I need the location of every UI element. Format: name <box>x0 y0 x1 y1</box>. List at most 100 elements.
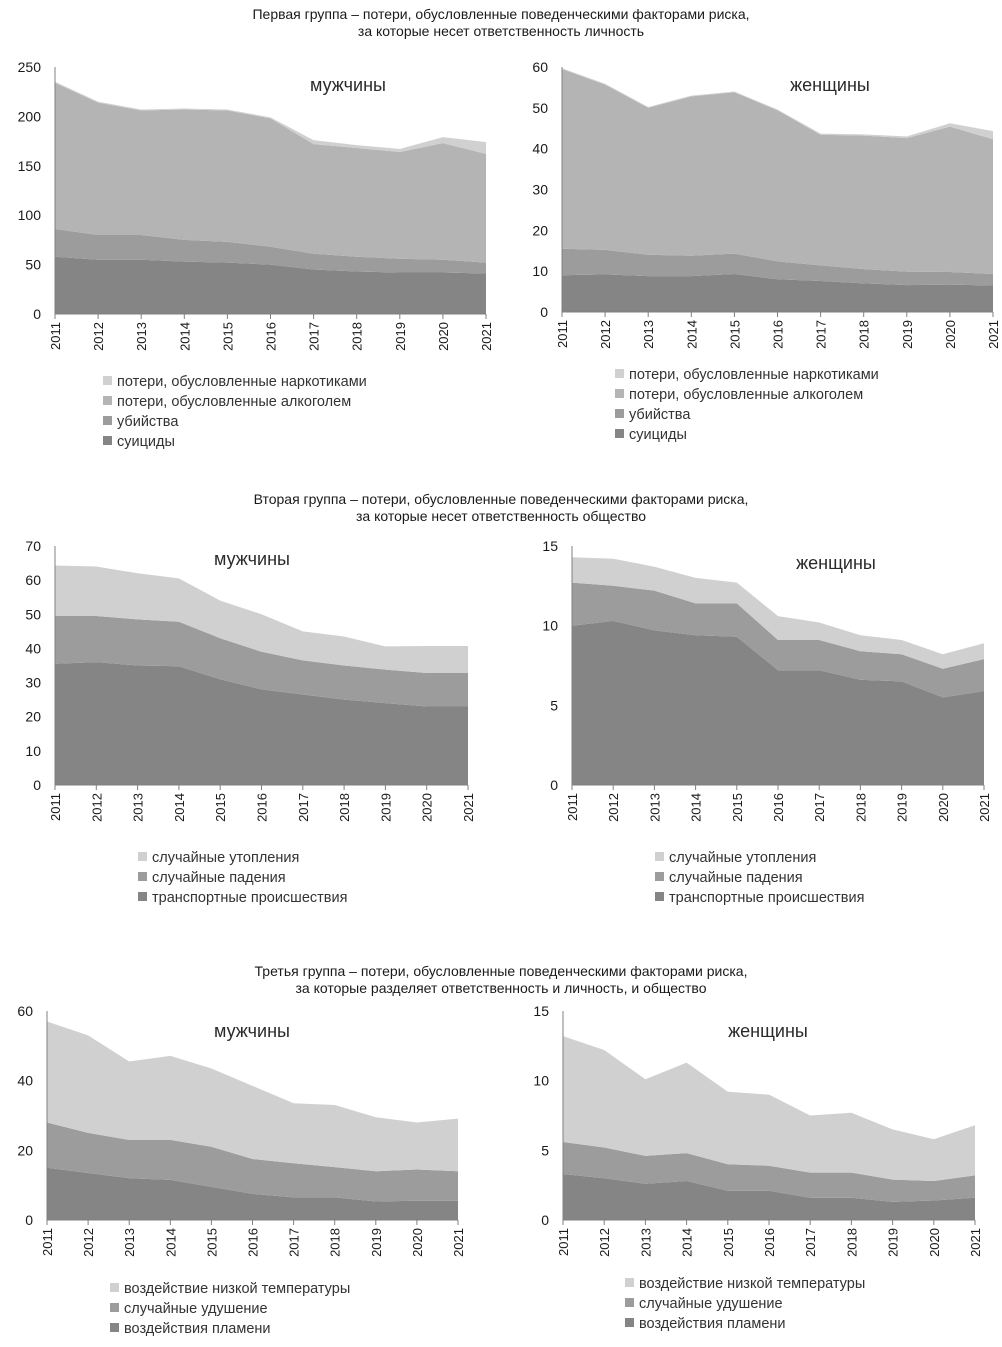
legend: случайные утопления случайные падения тран… <box>655 850 864 906</box>
x-tick-label: 2011 <box>48 322 63 350</box>
legend-swatch-случайные-падения <box>655 872 664 881</box>
chart-6: 0 5 10 15 2011 2012 2013 2014 2015 2016 2017 2018 20… <box>533 1003 983 1332</box>
y-tick-label: 150 <box>18 158 42 174</box>
chart-title: мужчины <box>214 549 290 569</box>
y-tick-label: 20 <box>17 1142 33 1158</box>
y-tick-label: 50 <box>532 100 548 116</box>
x-tick-label: 2018 <box>857 320 872 349</box>
x-tick-label: 2013 <box>641 320 656 349</box>
legend-label-убийства: убийства <box>117 414 179 430</box>
x-tick-label: 2017 <box>814 320 829 349</box>
area-series-потери-обусловленные-алкоголем <box>562 69 993 274</box>
legend-swatch-случайные-удушение <box>110 1303 119 1312</box>
x-tick-label: 2011 <box>48 793 63 821</box>
y-tick-label: 0 <box>540 304 548 320</box>
legend-swatch-воздействие-низкой-температуры <box>625 1278 634 1287</box>
area-series-транспортные-происшествия <box>55 662 468 785</box>
legend-swatch-случайные-падения <box>138 872 147 881</box>
legend-swatch-случайные-удушение <box>625 1298 634 1307</box>
legend-label-случайные-утопления: случайные утопления <box>669 850 816 866</box>
area-series-убийства <box>562 248 993 286</box>
x-tick-label: 2019 <box>886 1228 901 1257</box>
x-tick-label: 2020 <box>936 793 951 822</box>
legend-swatch-воздействия-пламени <box>110 1323 119 1332</box>
x-tick-label: 2014 <box>680 1228 695 1257</box>
legend-swatch-потери-обусловленные-алкоголем <box>103 396 112 405</box>
x-tick-label: 2017 <box>287 1228 302 1257</box>
group-2-title-line-1: Вторая группа – потери, обусловленные по… <box>253 491 749 507</box>
area-series-случайные-удушение <box>47 1122 458 1202</box>
y-tick-label: 10 <box>542 618 558 634</box>
x-tick-label: 2012 <box>597 1228 612 1257</box>
y-tick-label: 30 <box>532 182 548 198</box>
x-tick-label: 2021 <box>461 793 476 822</box>
y-tick-label: 5 <box>541 1142 549 1158</box>
legend-label-случайные-удушение: случайные удушение <box>124 1301 268 1317</box>
legend-label-случайные-утопления: случайные утопления <box>152 850 299 866</box>
legend-swatch-суициды <box>103 436 112 445</box>
legend-label-случайные-падения: случайные падения <box>152 870 286 886</box>
legend-label-суициды: суициды <box>629 427 687 443</box>
x-tick-label: 2012 <box>89 793 104 822</box>
chart-5: 0 20 40 60 2011 2012 2013 2014 2015 2016 2017 2018 2… <box>17 1003 466 1337</box>
chart-title: мужчины <box>310 75 386 95</box>
legend-label-суициды: суициды <box>117 434 175 450</box>
legend-swatch-потери-обусловленные-наркотиками <box>615 369 624 378</box>
x-tick-label: 2011 <box>556 1228 571 1256</box>
y-tick-label: 15 <box>542 538 558 554</box>
x-tick-label: 2019 <box>900 320 915 349</box>
area-series-потери-обусловленные-наркотиками <box>55 81 486 154</box>
y-tick-label: 40 <box>17 1073 33 1089</box>
x-tick-label: 2020 <box>410 1228 425 1257</box>
group-1-title-line-1: Первая группа – потери, обусловленные по… <box>252 6 750 22</box>
group-1-title: Первая группа – потери, обусловленные по… <box>0 6 1002 40</box>
chart-4: 0 5 10 15 2011 2012 2013 2014 2015 2016 2017 2018 20… <box>542 538 992 906</box>
y-tick-label: 50 <box>25 606 41 622</box>
area-series-транспортные-происшествия <box>572 620 984 785</box>
y-tick-label: 70 <box>25 538 41 554</box>
x-tick-label: 2013 <box>638 1228 653 1257</box>
group-3-title: Третья группа – потери, обусловленные по… <box>0 963 1002 997</box>
group-2-title: Вторая группа – потери, обусловленные по… <box>0 491 1002 525</box>
x-tick-label: 2016 <box>762 1228 777 1257</box>
x-tick-label: 2020 <box>927 1228 942 1257</box>
x-tick-label: 2016 <box>246 1228 261 1257</box>
legend-swatch-потери-обусловленные-алкоголем <box>615 389 624 398</box>
x-tick-label: 2012 <box>606 793 621 822</box>
area-series-суициды <box>55 256 486 314</box>
legend-swatch-случайные-утопления <box>138 852 147 861</box>
x-tick-label: 2016 <box>771 320 786 349</box>
area-series-случайные-утопления <box>572 557 984 669</box>
y-tick-label: 200 <box>18 108 42 124</box>
legend-label-транспортные-происшествия: транспортные происшествия <box>669 890 864 906</box>
area-series-случайные-падения <box>55 616 468 707</box>
area-series-случайные-удушение <box>563 1142 975 1202</box>
legend-label-потери-обусловленные-алкоголем: потери, обусловленные алкоголем <box>629 387 863 403</box>
y-tick-label: 10 <box>533 1073 549 1089</box>
legend-swatch-транспортные-происшествия <box>655 892 664 901</box>
legend-swatch-убийства <box>103 416 112 425</box>
group-3-title-line-2: за которые разделяет ответственность и л… <box>295 980 707 996</box>
chart-title: мужчины <box>214 1021 290 1041</box>
y-tick-label: 10 <box>25 743 41 759</box>
legend-swatch-суициды <box>615 429 624 438</box>
legend-swatch-убийства <box>615 409 624 418</box>
y-tick-label: 40 <box>532 141 548 157</box>
y-tick-label: 250 <box>18 59 42 75</box>
x-tick-label: 2016 <box>255 793 270 822</box>
group-1-title-line-2: за которые несет ответственность личност… <box>357 23 645 39</box>
legend-label-воздействия-пламени: воздействия пламени <box>639 1316 786 1332</box>
x-tick-label: 2014 <box>684 320 699 349</box>
x-tick-label: 2018 <box>328 1228 343 1257</box>
y-tick-label: 60 <box>25 572 41 588</box>
y-tick-label: 15 <box>533 1003 549 1019</box>
x-tick-label: 2011 <box>40 1228 55 1256</box>
x-tick-label: 2019 <box>393 322 408 351</box>
x-tick-label: 2015 <box>213 793 228 822</box>
x-tick-label: 2016 <box>264 322 279 351</box>
y-tick-label: 20 <box>532 222 548 238</box>
chart-title: женщины <box>796 553 876 573</box>
x-tick-label: 2019 <box>895 793 910 822</box>
x-tick-label: 2011 <box>555 320 570 348</box>
